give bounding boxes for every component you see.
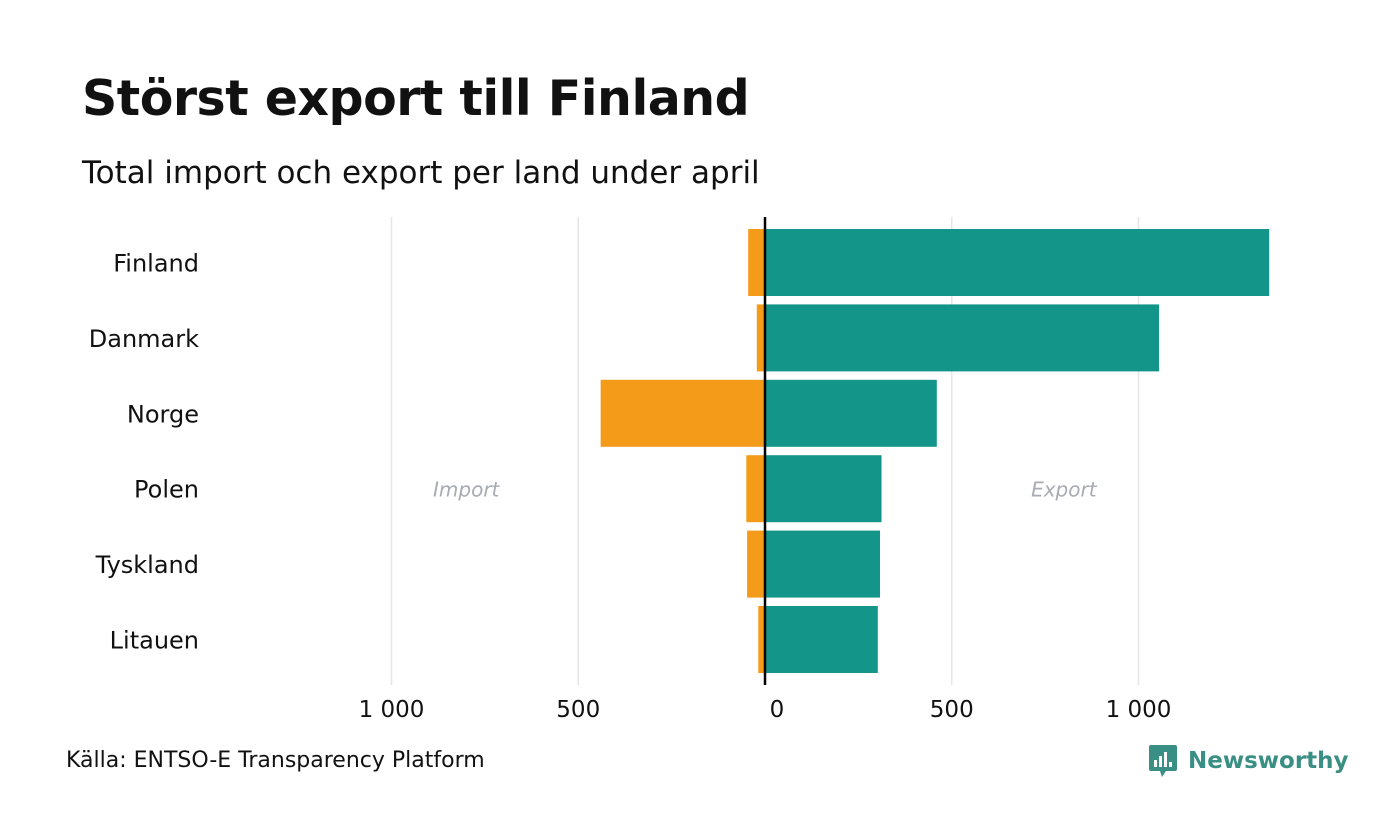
export-bar [765, 229, 1270, 296]
brand-logo: Newsworthy [1148, 743, 1349, 779]
category-label: Polen [134, 476, 199, 504]
x-tick-label: 0 [770, 697, 785, 723]
export-bar [765, 606, 878, 673]
brand-name: Newsworthy [1188, 748, 1349, 774]
export-annotation: Export [1031, 478, 1098, 502]
diverging-bar-chart: Import Export Finland Danmark Norge Polen Tysk… [89, 217, 1270, 723]
category-label: Finland [113, 250, 199, 278]
x-tick-label: 500 [930, 697, 974, 723]
chart-title: Störst export till Finland [82, 70, 750, 127]
export-bar [765, 379, 937, 447]
export-bar [765, 304, 1160, 372]
import-bar [756, 304, 765, 372]
import-bar [758, 606, 765, 673]
import-bar [600, 379, 765, 447]
export-bar [765, 530, 881, 598]
import-annotation: Import [433, 478, 501, 502]
import-bar [748, 229, 765, 296]
chart-subtitle: Total import och export per land under a… [82, 155, 760, 191]
x-tick-label: 1 000 [359, 697, 425, 723]
newsworthy-logo-icon [1149, 745, 1177, 777]
category-label: Litauen [110, 627, 199, 655]
export-bar [765, 455, 882, 523]
category-label: Danmark [89, 325, 199, 353]
import-bar [747, 530, 765, 598]
source-note: Källa: ENTSO-E Transparency Platform [66, 748, 485, 773]
import-bar [746, 455, 765, 523]
category-label: Tyskland [95, 551, 199, 579]
category-label: Norge [127, 400, 199, 428]
x-tick-label: 500 [556, 697, 600, 723]
x-tick-label: 1 000 [1106, 697, 1172, 723]
